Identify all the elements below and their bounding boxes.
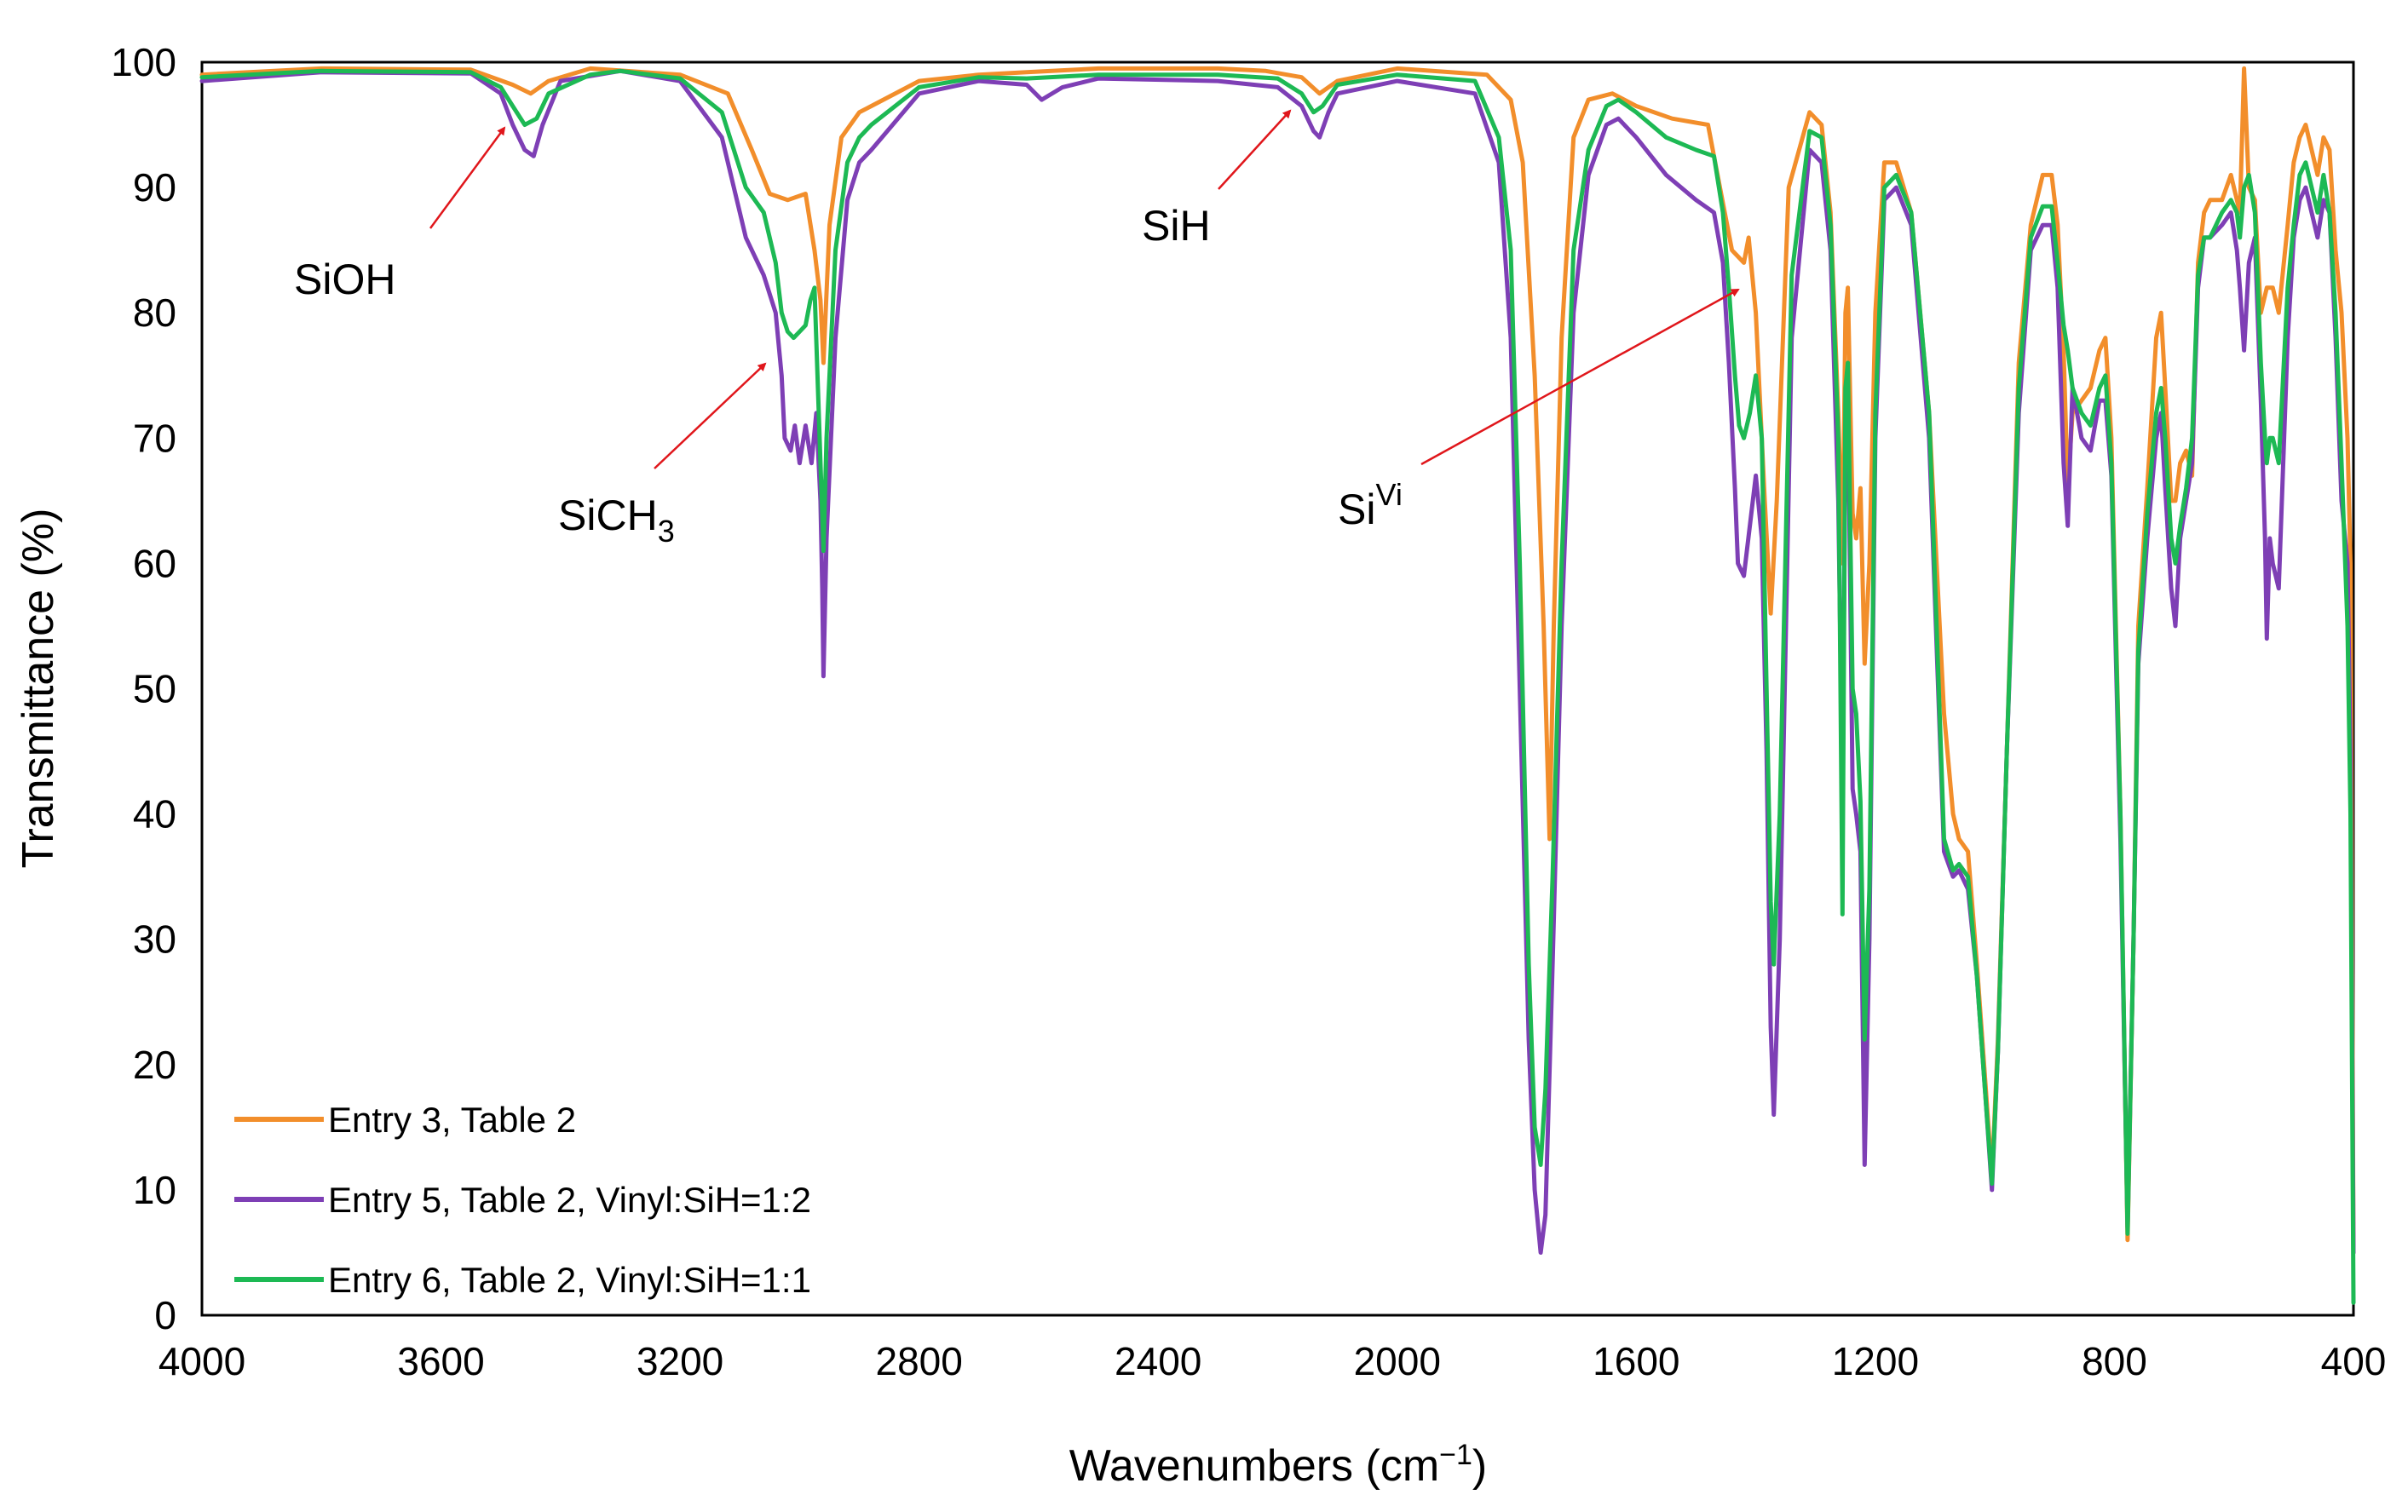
annotation-sih: SiH	[1142, 109, 1292, 250]
x-axis-title: Wavenumbers (cm−1)	[1069, 1439, 1487, 1491]
annotation-sich3: SiCH3	[558, 362, 767, 549]
annotation-sioh: SiOH	[294, 126, 506, 303]
y-tick-label: 40	[133, 792, 176, 836]
legend-label-2: Entry 5, Table 2, Vinyl:SiH=1:2	[328, 1180, 811, 1220]
x-tick-label: 2000	[1354, 1339, 1441, 1383]
y-tick-label: 90	[133, 165, 176, 210]
legend-label-1: Entry 3, Table 2	[328, 1100, 576, 1140]
x-axis-title-main: Wavenumbers (cm	[1069, 1441, 1439, 1491]
annotation-arrow	[1218, 109, 1292, 190]
x-axis-title-close: )	[1472, 1441, 1487, 1491]
y-tick-label: 20	[133, 1043, 176, 1087]
annotation-label: SiH	[1142, 202, 1211, 250]
x-axis-ticks: 4000 3600 3200 2800 2400 2000 1600 1200 800 400	[158, 1339, 2387, 1383]
y-axis-ticks: 0 10 20 30 40 50 60 70 80 90 100	[111, 40, 176, 1337]
y-tick-label: 70	[133, 416, 176, 460]
annotation-arrow	[1420, 288, 1740, 466]
annotation-label: SiCH3	[558, 492, 675, 549]
annotation-subscript: 3	[658, 514, 675, 549]
legend-label-3: Entry 6, Table 2, Vinyl:SiH=1:1	[328, 1260, 811, 1300]
annotation-sivi: SiVi	[1338, 288, 1740, 533]
x-tick-label: 800	[2082, 1339, 2147, 1383]
y-tick-label: 100	[111, 40, 176, 84]
y-tick-label: 60	[133, 541, 176, 585]
x-tick-label: 2400	[1115, 1339, 1201, 1383]
y-tick-label: 10	[133, 1168, 176, 1212]
series-line-1	[199, 66, 2356, 1255]
x-axis-title-sup: −1	[1439, 1439, 1472, 1471]
x-tick-label: 1200	[1832, 1339, 1919, 1383]
y-axis-title: Transmittance (%)	[14, 509, 63, 869]
y-tick-label: 0	[154, 1293, 176, 1337]
x-tick-label: 4000	[158, 1339, 245, 1383]
x-tick-label: 3600	[397, 1339, 484, 1383]
y-tick-label: 30	[133, 917, 176, 962]
x-tick-label: 2800	[875, 1339, 962, 1383]
annotation-arrow	[429, 126, 506, 229]
annotation-superscript: Vi	[1375, 477, 1402, 512]
annotation-arrow	[654, 362, 767, 469]
y-tick-label: 50	[133, 667, 176, 711]
x-tick-label: 1600	[1593, 1339, 1679, 1383]
y-tick-label: 80	[133, 290, 176, 335]
plot-area	[200, 60, 2355, 1317]
annotation-label: SiVi	[1338, 477, 1403, 533]
annotation-label: SiOH	[294, 256, 395, 303]
series-layer	[199, 66, 2356, 1305]
series-line-3	[199, 68, 2356, 1305]
legend: Entry 3, Table 2 Entry 5, Table 2, Vinyl:…	[234, 1100, 811, 1300]
x-tick-label: 3200	[637, 1339, 723, 1383]
x-tick-label: 400	[2321, 1339, 2387, 1383]
